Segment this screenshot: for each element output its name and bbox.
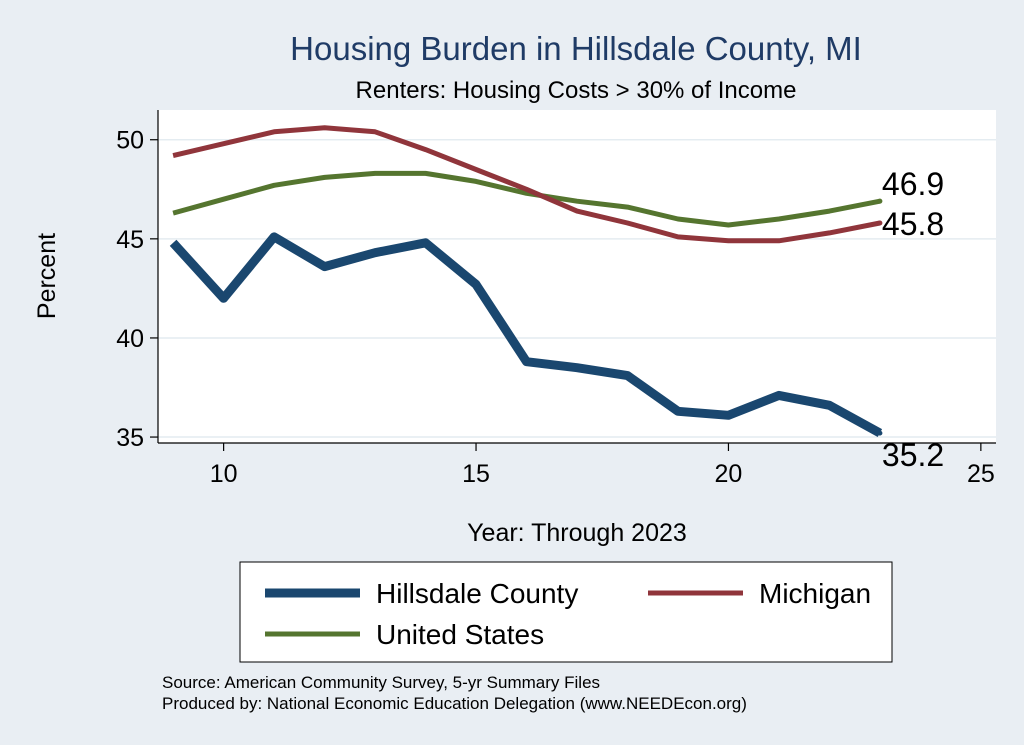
legend-label: Hillsdale County	[376, 578, 578, 609]
x-axis-title: Year: Through 2023	[467, 519, 687, 547]
x-tick-label: 15	[462, 460, 490, 488]
x-tick-label: 10	[210, 460, 238, 488]
chart-title: Housing Burden in Hillsdale County, MI	[290, 30, 862, 67]
end-label-michigan: 45.8	[882, 206, 944, 242]
legend-label: Michigan	[759, 578, 871, 609]
series-lines	[169, 125, 883, 438]
series-line-michigan	[172, 125, 881, 244]
y-axis-title: Percent	[33, 233, 61, 319]
legend: Hillsdale County Michigan United States	[239, 561, 893, 663]
end-point-marker	[877, 430, 883, 436]
axes: 35 40 45 50 10 15 20 25	[116, 110, 996, 488]
legend-label: United States	[376, 619, 544, 650]
producer-note: Produced by: National Economic Education…	[162, 694, 747, 713]
y-tick-label: 45	[116, 226, 144, 254]
end-label-united-states: 46.9	[882, 166, 944, 202]
grid-lines	[158, 138, 996, 438]
y-tick-label: 50	[116, 127, 144, 155]
end-point-marker	[877, 198, 883, 204]
end-label-hillsdale-county: 35.2	[882, 437, 944, 473]
source-note: Source: American Community Survey, 5-yr …	[162, 673, 600, 692]
x-tick-label: 25	[967, 460, 995, 488]
chart-subtitle: Renters: Housing Costs > 30% of Income	[356, 77, 797, 104]
end-point-marker	[877, 220, 883, 226]
legend-box	[239, 561, 893, 663]
y-tick-label: 35	[116, 424, 144, 452]
series-line-hillsdale-county	[169, 232, 883, 438]
end-labels: 35.2 45.8 46.9	[877, 166, 944, 473]
y-tick-label: 40	[116, 325, 144, 353]
x-tick-label: 20	[715, 460, 743, 488]
plot-area	[158, 110, 996, 443]
series-line-united-states	[172, 170, 881, 228]
